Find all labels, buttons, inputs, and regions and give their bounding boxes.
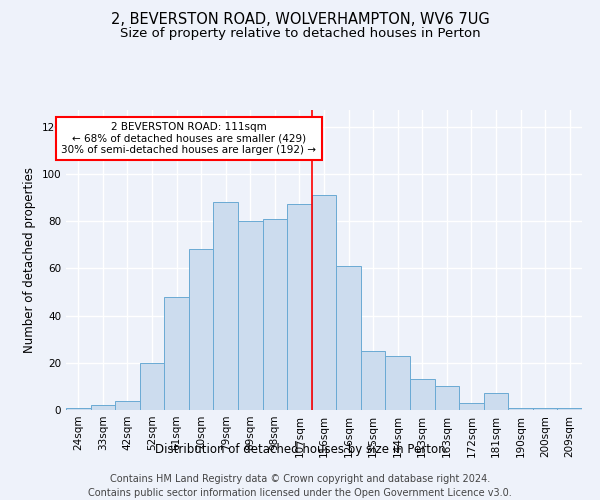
Text: 2 BEVERSTON ROAD: 111sqm
← 68% of detached houses are smaller (429)
30% of semi-: 2 BEVERSTON ROAD: 111sqm ← 68% of detach… <box>61 122 316 155</box>
Bar <box>91 406 115 410</box>
Bar <box>557 408 582 410</box>
Bar <box>238 221 263 410</box>
Bar <box>140 363 164 410</box>
Text: Contains HM Land Registry data © Crown copyright and database right 2024.
Contai: Contains HM Land Registry data © Crown c… <box>88 474 512 498</box>
Bar <box>214 202 238 410</box>
Bar <box>164 296 189 410</box>
Bar <box>189 250 214 410</box>
Bar <box>287 204 312 410</box>
Y-axis label: Number of detached properties: Number of detached properties <box>23 167 36 353</box>
Text: Size of property relative to detached houses in Perton: Size of property relative to detached ho… <box>119 28 481 40</box>
Text: 2, BEVERSTON ROAD, WOLVERHAMPTON, WV6 7UG: 2, BEVERSTON ROAD, WOLVERHAMPTON, WV6 7U… <box>110 12 490 28</box>
Bar <box>434 386 459 410</box>
Bar <box>484 394 508 410</box>
Bar <box>459 403 484 410</box>
Bar <box>533 408 557 410</box>
Bar <box>66 408 91 410</box>
Bar <box>361 351 385 410</box>
Bar <box>312 195 336 410</box>
Bar <box>263 218 287 410</box>
Bar <box>508 408 533 410</box>
Text: Distribution of detached houses by size in Perton: Distribution of detached houses by size … <box>155 442 445 456</box>
Bar <box>115 400 140 410</box>
Bar <box>336 266 361 410</box>
Bar <box>410 380 434 410</box>
Bar <box>385 356 410 410</box>
